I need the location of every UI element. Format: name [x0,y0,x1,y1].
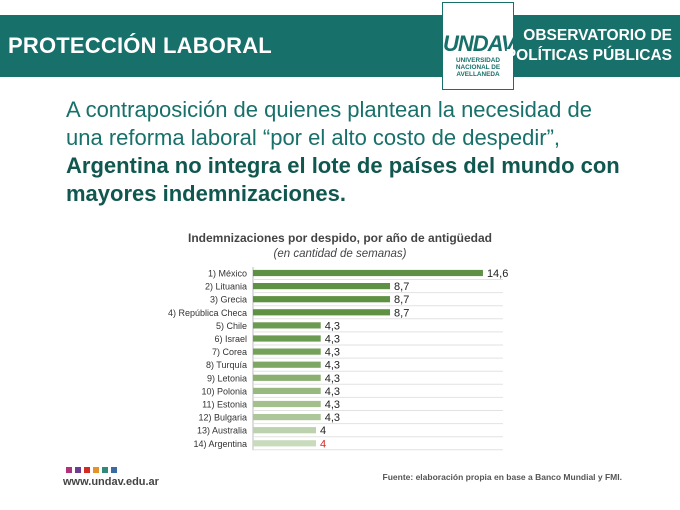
logo-subtitle: UNIVERSIDAD NACIONAL DE AVELLANEDA [443,57,513,78]
brand-dot [66,467,72,473]
value-label: 4,3 [325,399,340,411]
category-label: 14) Argentina [193,439,247,449]
header-bar [0,15,680,77]
category-label: 9) Letonia [207,373,247,383]
source-note: Fuente: elaboración propia en base a Ban… [382,472,622,482]
undav-logo[interactable]: UNDAV UNIVERSIDAD NACIONAL DE AVELLANEDA [442,2,516,90]
bar [253,296,391,303]
observatorio-line-1: OBSERVATORIO DE [523,27,672,44]
value-label: 4 [320,425,326,437]
logo-subtitle-line-2: NACIONAL DE [455,64,501,71]
brand-dot [84,467,90,473]
value-label: 4,3 [325,320,340,332]
observatorio-title: OBSERVATORIO DE POLÍTICAS PÚBLICAS [506,15,672,77]
value-label: 4 [320,438,326,450]
value-label: 4,3 [325,412,340,424]
value-label: 4,3 [325,347,340,359]
bar [253,414,321,421]
bar [253,269,483,277]
logo-mark: UNDAV [443,31,516,56]
category-label: 6) Israel [214,334,247,344]
category-label: 11) Estonia [202,400,247,410]
bar [253,335,321,342]
value-label: 8,7 [394,307,409,319]
brand-dot [93,467,99,473]
value-label: 8,7 [394,281,409,293]
value-label: 4,3 [325,373,340,385]
value-label: 4,3 [325,360,340,372]
category-label: 5) Chile [216,321,247,331]
value-label: 8,7 [394,294,409,306]
category-label: 1) México [208,269,247,279]
header-title: PROTECCIÓN LABORAL [8,33,272,58]
bar [253,348,321,355]
brand-dot [102,467,108,473]
bar [253,322,321,329]
website-url[interactable]: www.undav.edu.ar [63,476,159,488]
category-label: 3) Grecia [210,295,247,305]
intro-text: A contraposición de quienes plantean la … [66,96,626,208]
category-label: 10) Polonia [201,386,247,396]
bar [253,361,321,368]
bar [253,309,391,316]
bar [253,387,321,394]
logo-subtitle-line-3: AVELLANEDA [456,71,500,78]
category-label: 12) Bulgaria [198,413,247,423]
category-label: 13) Australia [197,426,247,436]
category-label: 4) República Checa [168,308,247,318]
category-label: 8) Turquía [206,360,247,370]
brand-dot [111,467,117,473]
bar [253,400,321,408]
chart-title: Indemnizaciones por despido, por año de … [187,231,493,245]
bar [253,427,316,434]
value-label: 14,6 [487,268,508,280]
value-label: 4,3 [325,334,340,346]
bar-chart: 1) México 14,6 2) Lituania 8,7 3) Grecia 8,7 4… [168,267,508,451]
value-label: 4,3 [325,386,340,398]
bar [253,374,321,381]
brand-dots [66,467,117,473]
bar [253,440,316,447]
intro-normal-text: A contraposición de quienes plantean la … [66,97,592,150]
observatorio-line-2: POLÍTICAS PÚBLICAS [505,47,672,64]
logo-subtitle-line-1: UNIVERSIDAD [455,57,501,64]
brand-dot [75,467,81,473]
intro-bold-text: Argentina no integra el lote de países d… [66,153,620,206]
bar [253,283,391,290]
category-label: 7) Corea [212,347,247,357]
chart-subtitle: (en cantidad de semanas) [273,248,407,260]
category-label: 2) Lituania [205,282,247,292]
